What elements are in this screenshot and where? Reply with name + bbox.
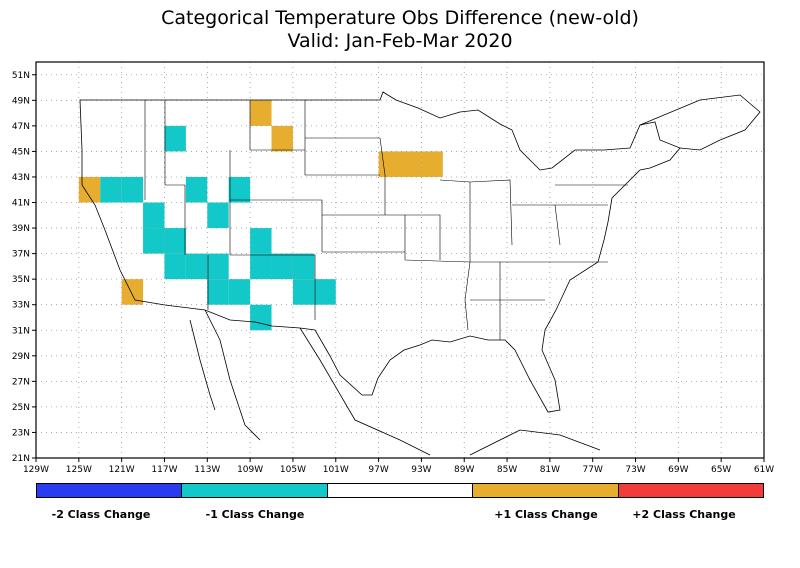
x-tick-label: 117W: [151, 465, 177, 475]
y-tick-label: 23N: [12, 428, 30, 438]
legend-swatch-zero: [327, 484, 474, 497]
anomaly-cell: [292, 279, 315, 305]
legend-swatch-plus1: [473, 484, 619, 497]
anomaly-cell: [400, 151, 422, 177]
x-tick-label: 81W: [540, 465, 560, 475]
y-tick-label: 25N: [12, 403, 30, 413]
legend-label-plus2: +2 Class Change: [632, 508, 736, 521]
x-tick-label: 73W: [625, 465, 645, 475]
anomaly-cell: [185, 253, 208, 280]
anomaly-cell: [207, 202, 229, 229]
anomaly-cell: [228, 176, 251, 203]
y-tick-label: 31N: [12, 326, 30, 336]
lat-lon-gridlines: [36, 62, 764, 458]
y-tick-label: 49N: [12, 96, 30, 106]
x-tick-label: 61W: [754, 465, 774, 475]
anomaly-cell: [250, 253, 272, 280]
anomaly-cell: [292, 253, 315, 280]
x-tick-label: 101W: [323, 465, 349, 475]
y-tick-label: 27N: [12, 377, 30, 387]
y-tick-label: 39N: [12, 224, 30, 234]
x-tick-label: 129W: [23, 465, 49, 475]
anomaly-cell: [185, 176, 208, 203]
anomaly-cell: [100, 176, 122, 203]
anomaly-cell: [121, 176, 144, 203]
anomaly-cell: [78, 176, 101, 203]
anomaly-cell: [164, 228, 186, 254]
y-tick-label: 29N: [12, 352, 30, 362]
y-tick-label: 35N: [12, 275, 30, 285]
anomaly-cell: [207, 253, 229, 280]
y-tick-label: 47N: [12, 122, 30, 132]
anomaly-cell: [164, 253, 186, 280]
legend-swatch-plus2: [618, 484, 764, 497]
x-tick-label: 97W: [368, 465, 388, 475]
legend-label-minus1: -1 Class Change: [205, 508, 305, 521]
anomaly-cell: [250, 100, 272, 126]
y-tick-label: 33N: [12, 301, 30, 311]
x-tick-label: 93W: [411, 465, 431, 475]
legend-label-plus1: +1 Class Change: [494, 508, 598, 521]
anomaly-cell: [271, 125, 293, 152]
x-tick-label: 113W: [194, 465, 220, 475]
anomaly-cell: [378, 151, 400, 177]
y-tick-label: 37N: [12, 250, 30, 260]
anomaly-cell: [207, 279, 229, 305]
anomaly-cell: [143, 228, 165, 254]
us-border: [79, 91, 681, 413]
y-tick-label: 45N: [12, 147, 30, 157]
state-line: [144, 100, 628, 340]
anomaly-cell: [164, 125, 186, 152]
map-title: Categorical Temperature Obs Difference (…: [161, 7, 639, 29]
axes: 129W 125W 121W 117W 113W 109W 105W 101W 97W 93W 89…: [12, 61, 774, 475]
anomaly-cell: [228, 279, 251, 305]
x-tick-label: 121W: [109, 465, 135, 475]
x-tick-label: 65W: [711, 465, 731, 475]
canada-coast: [639, 94, 761, 151]
anomaly-cell: [421, 151, 443, 177]
anomaly-cell: [271, 253, 293, 280]
mexico-coast: [189, 309, 261, 441]
legend-swatch-minus1: [182, 484, 328, 497]
anomaly-cell: [143, 202, 165, 229]
x-tick-label: 125W: [66, 465, 92, 475]
y-tick-label: 21N: [12, 454, 30, 464]
map-subtitle: Valid: Jan-Feb-Mar 2020: [287, 30, 513, 52]
us-outline: [79, 91, 761, 456]
anomaly-cell: [250, 304, 272, 331]
x-tick-label: 89W: [454, 465, 474, 475]
y-tick-label: 51N: [12, 71, 30, 81]
state-boundaries: [144, 100, 628, 340]
legend-colorbar: [36, 483, 764, 498]
y-tick-label: 41N: [12, 199, 30, 209]
x-tick-label: 85W: [497, 465, 517, 475]
anomaly-cell: [250, 228, 272, 254]
y-tick-label: 43N: [12, 173, 30, 183]
x-tick-label: 77W: [583, 465, 603, 475]
x-tick-label: 109W: [237, 465, 263, 475]
anomaly-cell: [314, 279, 336, 305]
plot-frame: [35, 61, 765, 459]
x-tick-label: 105W: [280, 465, 306, 475]
legend-swatch-minus2: [37, 484, 183, 497]
yucatan-coast: [299, 327, 601, 456]
anomaly-cells: [78, 100, 443, 331]
x-tick-label: 69W: [668, 465, 688, 475]
legend-label-minus2: -2 Class Change: [51, 508, 151, 521]
anomaly-cell: [121, 279, 144, 305]
